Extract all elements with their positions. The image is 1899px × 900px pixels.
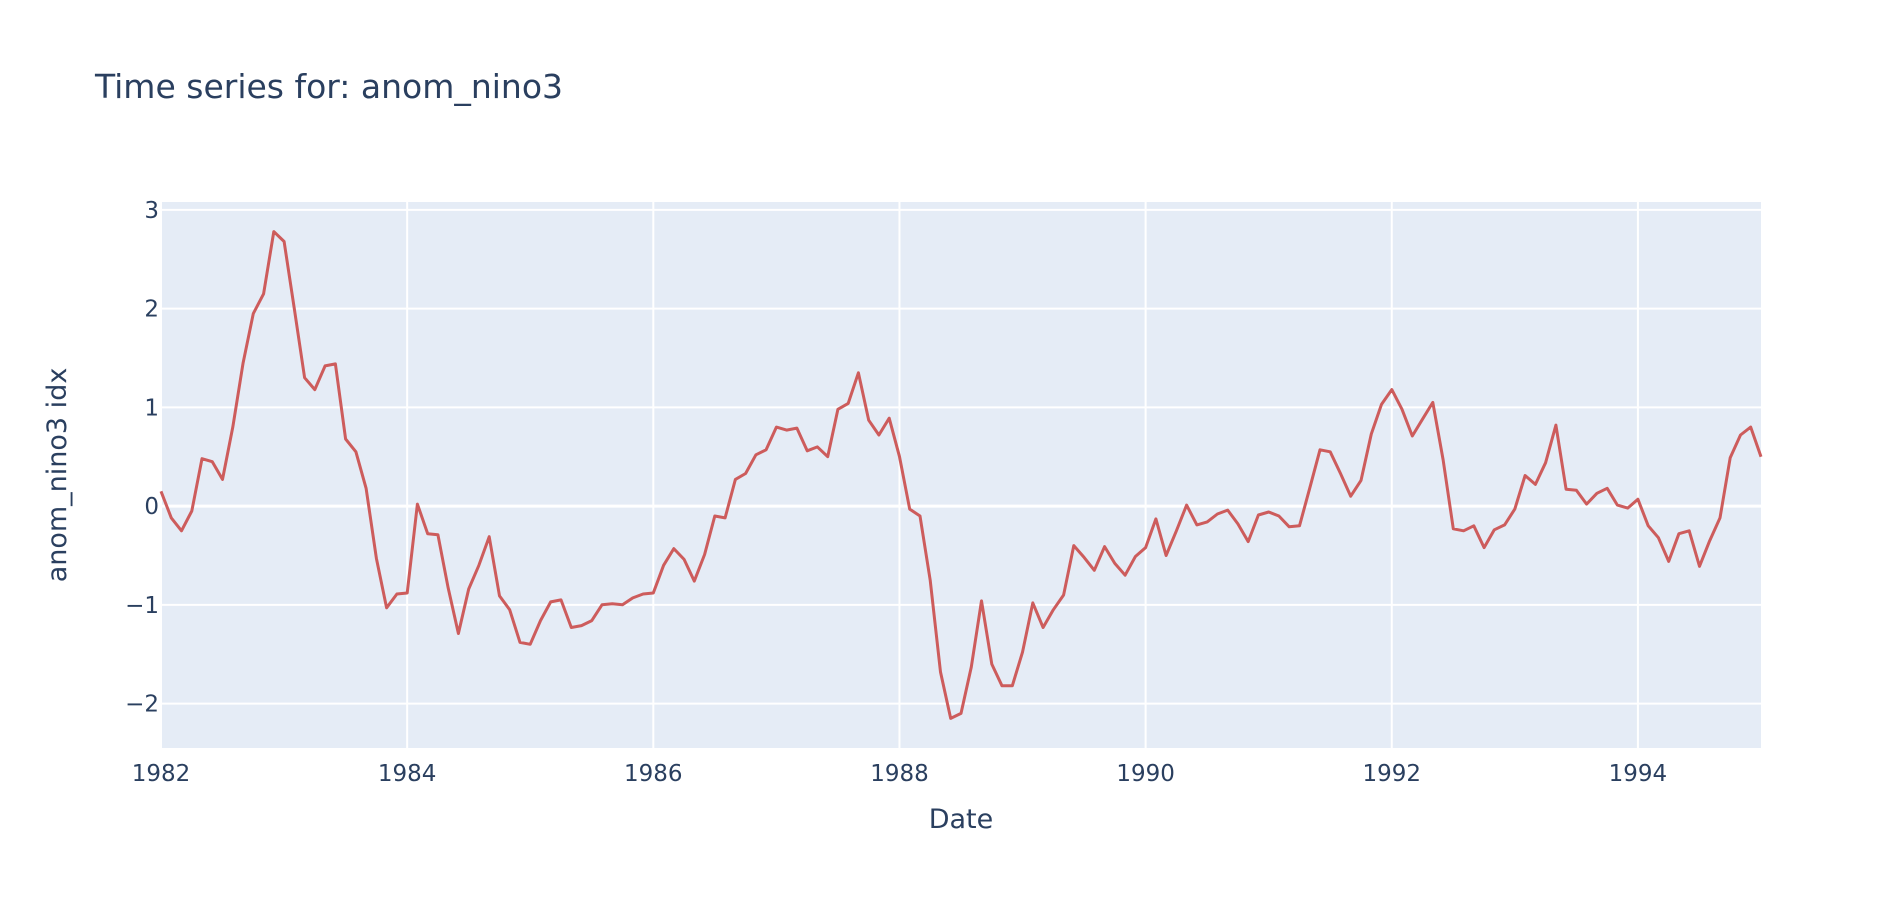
y-tick-label: −2 xyxy=(125,692,159,718)
y-tick-label: 0 xyxy=(144,494,159,520)
y-tick-label: 3 xyxy=(144,198,159,224)
plot-background xyxy=(161,202,1761,748)
y-tick-label: −1 xyxy=(125,593,159,619)
x-tick-label: 1988 xyxy=(870,761,929,787)
series-line xyxy=(159,230,1763,720)
x-axis-title: Date xyxy=(929,804,994,835)
x-tick-label: 1990 xyxy=(1116,761,1175,787)
gridlines xyxy=(160,202,1761,748)
x-tick-label: 1992 xyxy=(1362,761,1421,787)
y-axis-title: anom_nino3 idx xyxy=(42,368,73,583)
chart-title: Time series for: anom_nino3 xyxy=(95,67,564,106)
y-axis-ticks: −2 −1 0 1 2 3 xyxy=(125,198,159,718)
x-tick-label: 1984 xyxy=(378,761,437,787)
y-tick-label: 2 xyxy=(144,297,159,323)
x-tick-label: 1982 xyxy=(132,761,191,787)
y-tick-label: 1 xyxy=(144,395,159,421)
x-tick-label: 1986 xyxy=(624,761,683,787)
series-layer xyxy=(159,230,1763,720)
x-tick-label: 1994 xyxy=(1609,761,1668,787)
x-axis-ticks: 1982 1984 1986 1988 1990 1992 1994 xyxy=(132,761,1667,787)
